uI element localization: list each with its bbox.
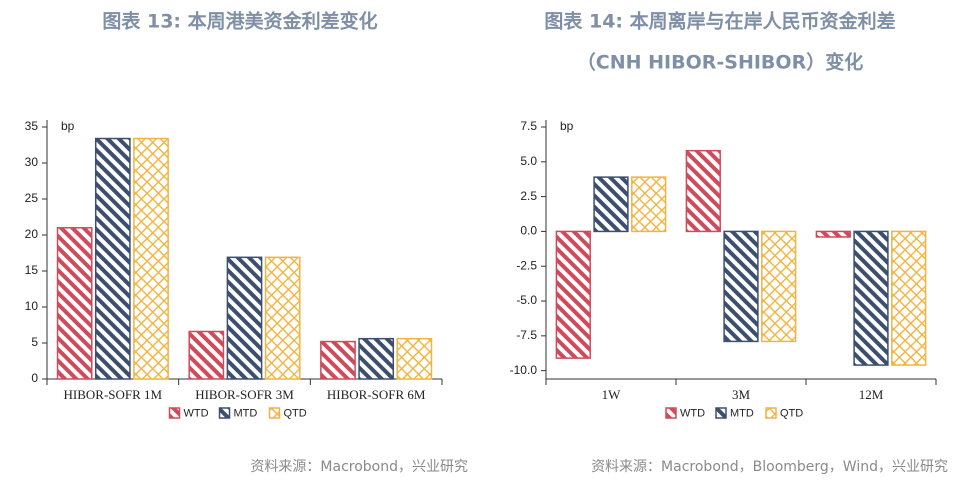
y-tick-label: 30: [25, 155, 39, 169]
x-tick-label: 3M: [732, 387, 751, 402]
legend-label: QTD: [780, 407, 803, 419]
legend-swatch: [218, 407, 231, 419]
bar: [685, 149, 721, 233]
source-note: 资料来源：Macrobond，Bloomberg，Wind，兴业研究: [591, 459, 948, 475]
y-tick-label: 15: [25, 263, 39, 277]
x-tick-label: 1W: [602, 387, 622, 402]
bar: [264, 256, 301, 380]
y-tick-label: 7.5: [520, 119, 537, 133]
y-tick-label: 2.5: [520, 189, 537, 203]
legend-label: WTD: [184, 407, 209, 419]
bar: [761, 230, 797, 343]
legend-label: MTD: [730, 407, 754, 419]
bar: [358, 337, 395, 380]
y-axis-unit: bp: [560, 119, 574, 133]
bar: [853, 230, 889, 366]
legend-label: MTD: [234, 407, 258, 419]
y-tick-label: -2.5: [516, 258, 537, 272]
y-tick-label: 5: [31, 335, 38, 349]
bar: [815, 230, 851, 238]
bar: [188, 330, 225, 380]
chart-title: （CNH HIBOR-SHIBOR）变化: [577, 51, 863, 74]
y-tick-label: -7.5: [516, 328, 537, 342]
x-tick-label: HIBOR-SOFR 3M: [195, 387, 294, 402]
y-tick-label: 35: [25, 119, 39, 133]
y-tick-label: 5.0: [520, 154, 537, 168]
y-tick-label: -5.0: [516, 293, 537, 307]
legend-swatch: [765, 407, 777, 419]
bar: [555, 230, 591, 359]
y-tick-label: -10.0: [510, 363, 538, 377]
legend-swatch: [715, 407, 727, 419]
legend-label: QTD: [284, 407, 307, 419]
y-tick-label: 0: [31, 371, 38, 385]
bar: [133, 137, 169, 380]
x-tick-label: 12M: [859, 387, 884, 402]
x-tick-label: HIBOR-SOFR 6M: [327, 387, 426, 402]
x-tick-label: HIBOR-SOFR 1M: [64, 387, 163, 402]
bar: [631, 176, 667, 233]
bar: [56, 227, 93, 380]
y-tick-label: 25: [25, 191, 39, 205]
legend-label: WTD: [680, 407, 705, 419]
y-tick-label: 20: [25, 227, 39, 241]
y-tick-label: 10: [25, 299, 39, 313]
bar: [396, 337, 433, 380]
y-tick-label: 0.0: [520, 224, 537, 238]
bar: [593, 176, 629, 233]
bar: [723, 230, 759, 343]
bar: [891, 230, 927, 366]
legend-swatch: [168, 407, 181, 419]
chart-title: 图表 14: 本周离岸与在岸人民币资金利差: [544, 10, 895, 33]
legend-swatch: [268, 407, 281, 419]
chart-title: 图表 13: 本周港美资金利差变化: [102, 10, 377, 33]
legend-swatch: [665, 407, 677, 419]
bar: [94, 137, 131, 380]
bar: [226, 256, 263, 380]
y-axis-unit: bp: [61, 119, 75, 133]
source-note: 资料来源：Macrobond，兴业研究: [250, 459, 468, 475]
bar: [320, 340, 356, 380]
